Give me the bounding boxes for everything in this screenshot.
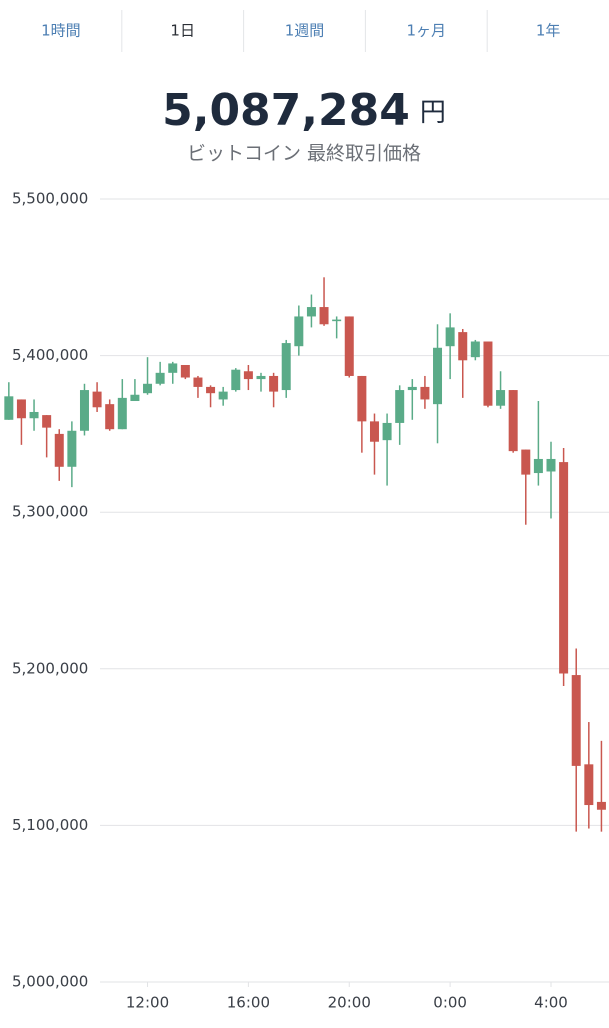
candle-body [231, 369, 241, 391]
candle-body [269, 375, 279, 392]
candle-body [584, 764, 594, 806]
candle-body [67, 430, 77, 467]
tab[interactable]: 1日 [170, 22, 195, 40]
y-tick-label: 5,300,000 [12, 503, 88, 521]
candle-body [168, 363, 178, 373]
candle-body [369, 421, 379, 442]
candle-body [533, 458, 543, 474]
candle-body [344, 316, 354, 376]
y-tick-label: 5,200,000 [12, 659, 88, 677]
candle-body [29, 411, 39, 419]
candle-body [508, 390, 518, 452]
candle-body [117, 397, 127, 430]
candle-body [281, 343, 291, 391]
candle-body [130, 394, 140, 402]
tab[interactable]: 1時間 [41, 22, 81, 40]
candle-body [546, 458, 556, 472]
candle-body [193, 377, 203, 387]
candle-body [256, 375, 266, 380]
candle-body [521, 449, 531, 475]
candle-body [496, 390, 506, 406]
candle-body [559, 462, 569, 674]
y-tick-label: 5,400,000 [12, 346, 88, 364]
candle-body [332, 319, 342, 322]
candle-body [395, 390, 405, 423]
candle-body [16, 399, 26, 419]
tab[interactable]: 1年 [536, 22, 561, 40]
candle-body [483, 341, 493, 406]
candle-body [143, 383, 153, 394]
x-tick-label: 20:00 [328, 994, 371, 1012]
x-tick-label: 12:00 [126, 994, 169, 1012]
candle-body [4, 396, 14, 420]
y-tick-label: 5,000,000 [12, 973, 88, 991]
candle-body [319, 307, 329, 325]
candle-body [180, 364, 190, 378]
price: 5,087,284 [162, 85, 410, 136]
candle-body [79, 390, 89, 431]
candle-body [306, 307, 316, 317]
y-tick-label: 5,100,000 [12, 816, 88, 834]
candle-body [294, 316, 304, 347]
candle-body [105, 404, 115, 430]
price-line: 5,087,284 円 [162, 85, 446, 136]
candle-body [243, 371, 253, 380]
currency: 円 [420, 98, 446, 128]
y-tick-label: 5,500,000 [12, 190, 88, 208]
candle-body [407, 386, 417, 391]
x-tick-label: 0:00 [433, 994, 467, 1012]
candle-body [155, 372, 165, 384]
candle-body [54, 433, 64, 467]
candle-body [445, 327, 455, 347]
candle-body [92, 391, 102, 408]
x-tick-label: 16:00 [227, 994, 270, 1012]
tab[interactable]: 1週間 [285, 22, 325, 40]
candle-body [42, 415, 52, 428]
candle-body [433, 347, 443, 405]
candle-body [218, 391, 228, 400]
candle-body [206, 386, 216, 394]
candle-body [571, 675, 581, 766]
tab[interactable]: 1ヶ月 [407, 22, 447, 40]
price-caption: ビットコイン 最終取引価格 [187, 143, 421, 165]
candle-body [357, 375, 367, 422]
candle-body [596, 801, 606, 810]
candle-body [458, 332, 468, 361]
candle-body [382, 422, 392, 441]
candle-body [470, 341, 480, 358]
candle-body [420, 386, 430, 400]
x-tick-label: 4:00 [534, 994, 568, 1012]
